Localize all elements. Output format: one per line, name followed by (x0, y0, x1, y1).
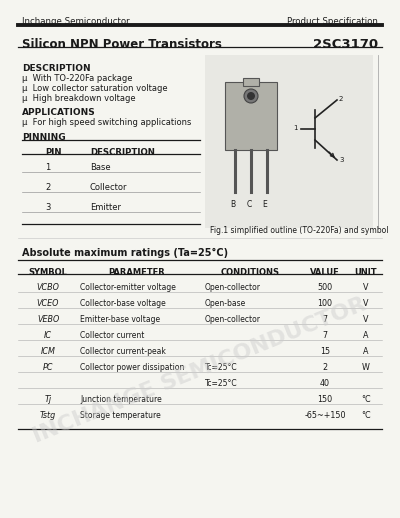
Text: μ  Low collector saturation voltage: μ Low collector saturation voltage (22, 84, 168, 93)
Bar (225, 82, 277, 150)
Text: 7: 7 (322, 331, 328, 340)
Text: V: V (363, 315, 369, 324)
Text: SYMBOL: SYMBOL (28, 268, 68, 277)
Text: INCHANGE SEMICONDUCTOR: INCHANGE SEMICONDUCTOR (30, 294, 370, 446)
Text: Collector-base voltage: Collector-base voltage (80, 299, 166, 308)
Text: Collector current-peak: Collector current-peak (80, 347, 166, 356)
Text: Tj: Tj (44, 395, 52, 404)
Text: Collector power dissipation: Collector power dissipation (80, 363, 184, 372)
Text: E: E (263, 200, 267, 209)
Text: Emitter: Emitter (90, 203, 121, 212)
Text: 100: 100 (318, 299, 332, 308)
FancyBboxPatch shape (205, 55, 373, 228)
Text: 2: 2 (45, 183, 50, 192)
Text: C: C (246, 200, 252, 209)
Text: Open-base: Open-base (205, 299, 246, 308)
Text: Collector: Collector (90, 183, 128, 192)
Text: Fig.1 simplified outline (TO-220Fa) and symbol: Fig.1 simplified outline (TO-220Fa) and … (210, 226, 388, 235)
Text: VEBO: VEBO (37, 315, 59, 324)
Text: 2SC3170: 2SC3170 (313, 38, 378, 51)
Text: W: W (362, 363, 370, 372)
Text: PARAMETER: PARAMETER (109, 268, 165, 277)
Text: 15: 15 (320, 347, 330, 356)
Text: VCBO: VCBO (36, 283, 60, 292)
Text: °C: °C (361, 395, 371, 404)
Bar (243, 78, 259, 86)
Text: μ  With TO-220Fa package: μ With TO-220Fa package (22, 74, 132, 83)
Text: PC: PC (43, 363, 53, 372)
Text: Tstg: Tstg (40, 411, 56, 420)
Text: A: A (363, 347, 369, 356)
Text: Base: Base (90, 163, 111, 172)
Text: UNIT: UNIT (355, 268, 377, 277)
Text: Tc=25°C: Tc=25°C (205, 363, 238, 372)
Text: 7: 7 (322, 315, 328, 324)
Text: VALUE: VALUE (310, 268, 340, 277)
Text: Tc=25°C: Tc=25°C (205, 379, 238, 388)
Text: Silicon NPN Power Transistors: Silicon NPN Power Transistors (22, 38, 222, 51)
Text: Open-collector: Open-collector (205, 315, 261, 324)
Text: DESCRIPTION: DESCRIPTION (22, 64, 91, 73)
Text: Collector current: Collector current (80, 331, 144, 340)
Text: 1: 1 (293, 125, 298, 131)
Text: Inchange Semiconductor: Inchange Semiconductor (22, 17, 130, 26)
Text: IC: IC (44, 331, 52, 340)
Text: μ  For high speed switching applications: μ For high speed switching applications (22, 118, 191, 127)
Text: 500: 500 (318, 283, 332, 292)
Text: V: V (363, 299, 369, 308)
Text: Emitter-base voltage: Emitter-base voltage (80, 315, 160, 324)
Text: PIN: PIN (45, 148, 62, 157)
Text: VCEO: VCEO (37, 299, 59, 308)
Text: 1: 1 (45, 163, 50, 172)
Text: B: B (230, 200, 236, 209)
Text: 3: 3 (45, 203, 50, 212)
Circle shape (247, 92, 255, 100)
Text: 3: 3 (339, 157, 344, 163)
Text: V: V (363, 283, 369, 292)
Text: DESCRIPTION: DESCRIPTION (90, 148, 155, 157)
Text: Open-collector: Open-collector (205, 283, 261, 292)
Text: A: A (363, 331, 369, 340)
Text: Collector-emitter voltage: Collector-emitter voltage (80, 283, 176, 292)
Circle shape (244, 89, 258, 103)
Text: 150: 150 (318, 395, 332, 404)
Text: -65~+150: -65~+150 (304, 411, 346, 420)
Text: μ  High breakdown voltage: μ High breakdown voltage (22, 94, 136, 103)
Text: APPLICATIONS: APPLICATIONS (22, 108, 96, 117)
Text: 2: 2 (339, 96, 343, 102)
Text: 2: 2 (322, 363, 328, 372)
Text: CONDITIONS: CONDITIONS (220, 268, 280, 277)
Text: Storage temperature: Storage temperature (80, 411, 161, 420)
Text: 40: 40 (320, 379, 330, 388)
Text: ICM: ICM (40, 347, 56, 356)
Text: Absolute maximum ratings (Ta=25°C): Absolute maximum ratings (Ta=25°C) (22, 248, 228, 258)
Text: °C: °C (361, 411, 371, 420)
Text: Product Specification: Product Specification (287, 17, 378, 26)
Text: PINNING: PINNING (22, 133, 66, 142)
Text: Junction temperature: Junction temperature (80, 395, 162, 404)
